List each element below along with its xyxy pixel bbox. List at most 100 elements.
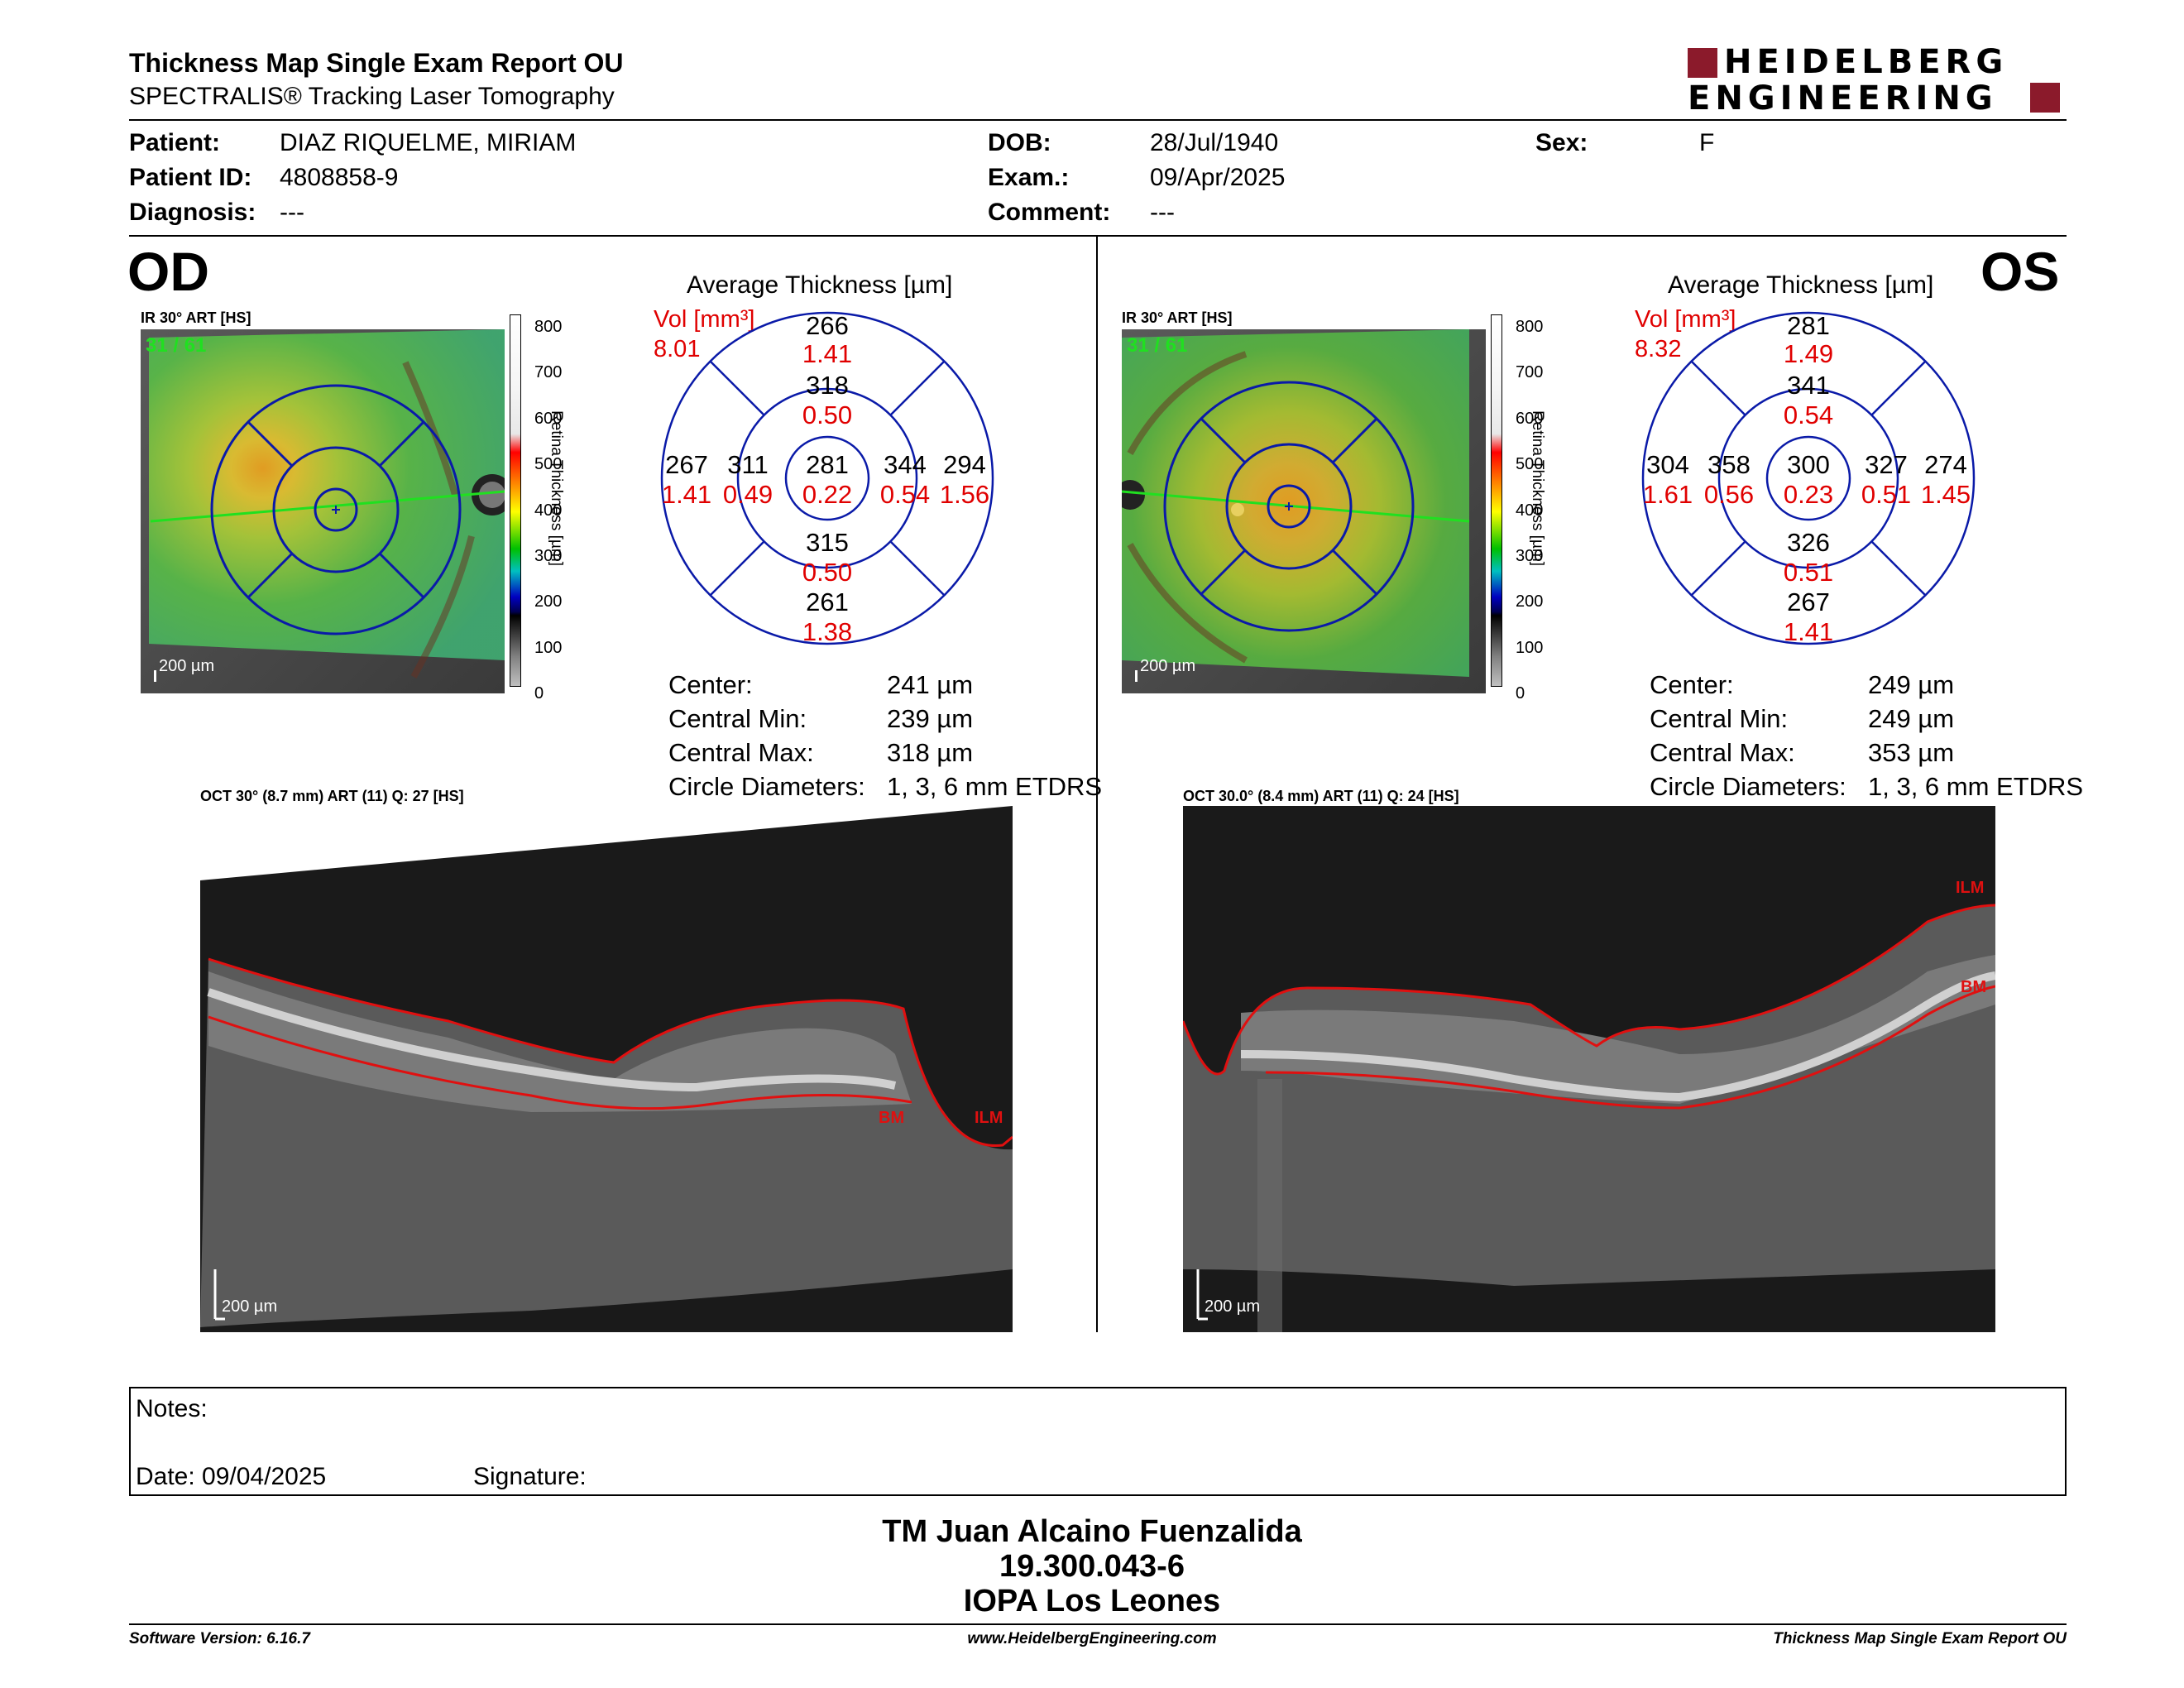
signature-label: Signature: [473,1463,587,1490]
od-outer-nasal-volume: 1.56 [939,480,990,509]
od-tick-100: 100 [534,638,563,657]
od-central-min-value: 239 µm [887,704,974,733]
heidelberg-logo: HEIDELBERG ENGINEERING [1688,43,2068,117]
os-tick-300: 300 [1516,547,1544,566]
os-tick-600: 600 [1516,409,1544,428]
os-inner-inferior-volume: 0.51 [1783,558,1834,587]
od-center-volume: 0.22 [802,480,853,509]
os-outer-inferior-volume: 1.41 [1783,617,1834,646]
os-oct-bscan: ILM BM 200 µm [1183,806,1995,1332]
os-tick-100: 100 [1516,638,1544,657]
os-ir-caption: IR 30° ART [HS] [1122,309,1233,326]
notes-label: Notes: [136,1395,208,1422]
od-outer-superior-thickness: 266 [806,311,849,340]
os-fundus-image: 31 / 61 200 µm [1122,329,1486,693]
report-title: Thickness Map Single Exam Report OU [129,48,624,78]
od-tick-400: 400 [534,501,563,520]
os-fundus-scale: 200 µm [1140,657,1196,675]
od-tick-300: 300 [534,547,563,566]
os-inner-nasal-volume: 0.51 [1861,480,1912,509]
os-outer-superior-thickness: 281 [1787,311,1830,340]
os-circle-diameters-value: 1, 3, 6 mm ETDRS [1868,772,2084,801]
os-colorbar-label: Retina Thickness [µm] [1529,410,1546,566]
patient-id: 4808858-9 [280,164,399,191]
od-tick-500: 500 [534,455,563,474]
od-circle-diameters-value: 1, 3, 6 mm ETDRS [887,772,1103,801]
od-ilm-label: ILM [975,1109,1003,1127]
od-center-thickness: 281 [806,450,849,479]
od-chart-title: Average Thickness [µm] [687,271,953,299]
od-central-min-label: Central Min: [668,704,807,733]
os-inner-superior-volume: 0.54 [1783,400,1834,429]
notes-date: Date: 09/04/2025 [136,1463,327,1490]
od-vol-value: 8.01 [654,336,701,362]
od-oct-caption: OCT 30° (8.7 mm) ART (11) Q: 27 [HS] [200,788,464,804]
os-tick-400: 400 [1516,501,1544,520]
od-outer-inferior-volume: 1.38 [802,617,853,646]
logo-line-1: HEIDELBERG [1724,43,2009,81]
os-outer-nasal-volume: 1.45 [1920,480,1971,509]
patient-id-label: Patient ID: [129,164,252,191]
patient-name: DIAZ RIQUELME, MIRIAM [280,129,577,156]
od-tick-200: 200 [534,592,563,611]
os-center-value: 249 µm [1868,670,1955,699]
od-outer-superior-volume: 1.41 [802,339,853,368]
diagnosis-value: --- [280,199,304,226]
comment-label: Comment: [988,199,1111,226]
signer-name: TM Juan Alcaino Fuenzalida [882,1514,1302,1549]
os-inner-temporal-thickness: 358 [1707,450,1751,479]
dob-label: DOB: [988,129,1051,156]
os-outer-temporal-volume: 1.61 [1642,480,1693,509]
signer-id: 19.300.043-6 [999,1549,1185,1584]
os-inner-nasal-thickness: 327 [1865,450,1908,479]
exam-label: Exam.: [988,164,1070,191]
os-outer-nasal-thickness: 274 [1924,450,1967,479]
website-link[interactable]: www.HeidelbergEngineering.com [967,1630,1217,1647]
od-outer-temporal-thickness: 267 [665,450,708,479]
os-center-thickness: 300 [1787,450,1830,479]
os-tick-0: 0 [1516,684,1525,703]
os-vol-label: Vol [mm³] [1635,306,1736,333]
os-outer-inferior-thickness: 267 [1787,587,1830,616]
od-eye-label: OD [127,241,209,302]
patient-label: Patient: [129,129,221,156]
os-tick-500: 500 [1516,455,1544,474]
comment-value: --- [1150,199,1175,226]
od-etdrs-grid [660,311,994,645]
os-eye-label: OS [1980,241,2060,302]
od-outer-inferior-thickness: 261 [806,587,849,616]
os-frame-counter: 31 / 61 [1127,334,1188,357]
od-vol-label: Vol [mm³] [654,306,755,333]
os-thickness-colorbar [1491,314,1582,687]
os-tick-700: 700 [1516,363,1544,382]
od-fundus-scale: 200 µm [159,657,215,675]
od-bm-label: BM [879,1109,905,1127]
od-inner-inferior-thickness: 315 [806,528,849,557]
diagnosis-label: Diagnosis: [129,199,256,226]
os-central-min-label: Central Min: [1650,704,1789,733]
od-tick-0: 0 [534,684,544,703]
sex-value: F [1699,129,1715,156]
os-central-max-value: 353 µm [1868,738,1955,767]
os-tick-800: 800 [1516,318,1544,336]
od-colorbar-label: Retina Thickness [µm] [548,410,565,566]
os-circle-diameters-label: Circle Diameters: [1650,772,1846,801]
os-oct-caption: OCT 30.0° (8.4 mm) ART (11) Q: 24 [HS] [1183,788,1459,804]
os-inner-inferior-thickness: 326 [1787,528,1830,557]
od-ir-caption: IR 30° ART [HS] [141,309,251,326]
exam-date: 09/Apr/2025 [1150,164,1286,191]
os-inner-temporal-volume: 0.56 [1703,480,1755,509]
software-version: Software Version: 6.16.7 [129,1630,310,1647]
od-inner-temporal-thickness: 311 [727,450,769,479]
report-subtitle: SPECTRALIS® Tracking Laser Tomography [129,83,615,110]
sex-label: Sex: [1535,129,1588,156]
od-fundus-image: 31 / 61 200 µm [141,329,505,693]
os-chart-title: Average Thickness [µm] [1668,271,1934,299]
footer-report-name: Thickness Map Single Exam Report OU [1773,1630,2067,1647]
notes-box[interactable]: Notes: Date: 09/04/2025 Signature: [129,1387,2067,1496]
os-central-max-label: Central Max: [1650,738,1795,767]
dob-value: 28/Jul/1940 [1150,129,1279,156]
od-tick-800: 800 [534,318,563,336]
os-bm-label: BM [1961,978,1987,996]
od-inner-superior-volume: 0.50 [802,400,853,429]
